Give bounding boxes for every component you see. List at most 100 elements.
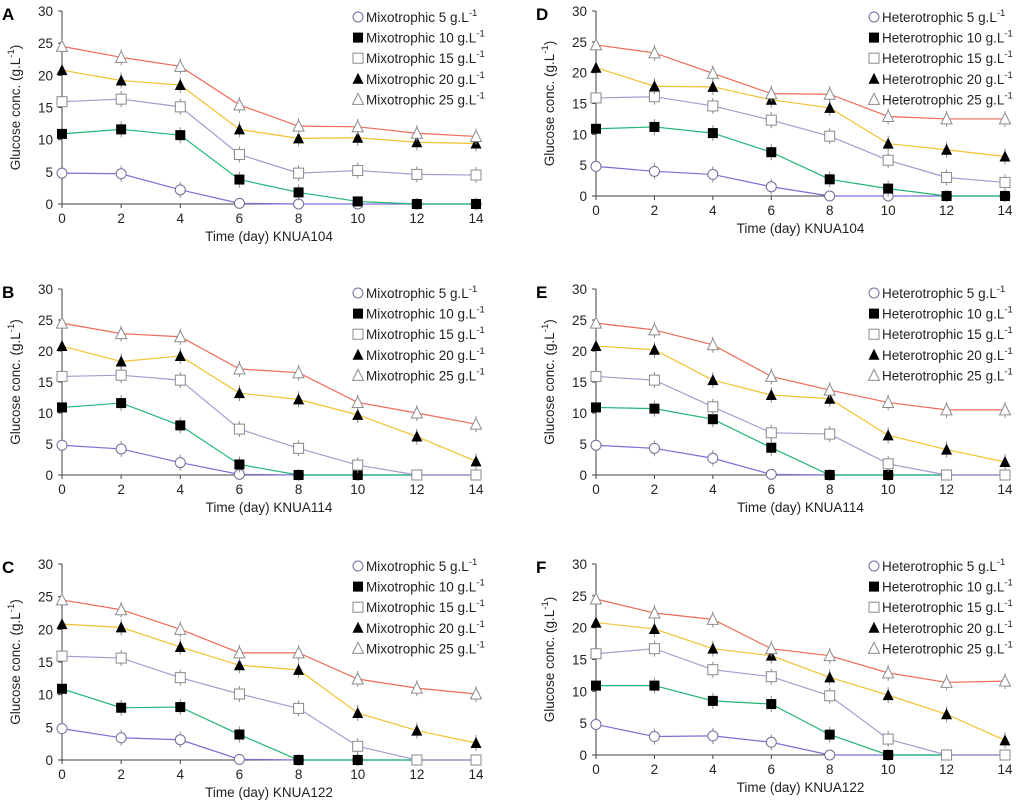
x-axis-label: Time (day) KNUA122 bbox=[737, 780, 865, 795]
y-tick-label: 25 bbox=[572, 313, 587, 328]
data-point bbox=[56, 64, 68, 76]
x-tick-label: 4 bbox=[177, 211, 185, 226]
data-point bbox=[56, 167, 68, 179]
legend-entry-unit: g.L bbox=[986, 92, 1005, 107]
legend-marker bbox=[352, 287, 364, 299]
data-point bbox=[999, 734, 1011, 746]
data-point bbox=[766, 442, 777, 453]
data-point bbox=[115, 93, 127, 105]
data-point bbox=[116, 398, 127, 409]
data-point bbox=[56, 439, 68, 451]
data-point bbox=[411, 168, 423, 180]
x-tick-label: 14 bbox=[468, 482, 484, 497]
legend-marker bbox=[867, 641, 881, 654]
data-point bbox=[351, 395, 365, 408]
series-4 bbox=[56, 618, 482, 752]
legend-entry: Heterotrophic 5 g.L-1 bbox=[882, 284, 1005, 301]
legend-entry: Heterotrophic 25 g.L-1 bbox=[882, 366, 1013, 383]
data-point bbox=[999, 455, 1011, 467]
x-tick-label: 10 bbox=[350, 767, 365, 782]
data-point bbox=[591, 123, 601, 134]
data-point bbox=[999, 469, 1011, 481]
x-tick-label: 4 bbox=[709, 482, 717, 497]
y-axis-label-exponent: -1 bbox=[6, 604, 17, 612]
data-point bbox=[293, 167, 305, 179]
legend-marker bbox=[869, 308, 879, 319]
series-line bbox=[61, 322, 477, 425]
x-tick-label: 10 bbox=[881, 203, 896, 218]
y-tick-label: 20 bbox=[572, 621, 587, 636]
y-axis-label-close: ) bbox=[8, 319, 23, 324]
data-point bbox=[765, 114, 777, 126]
legend-entry-exponent: -1 bbox=[1004, 366, 1012, 377]
data-point bbox=[174, 349, 186, 361]
data-point bbox=[233, 688, 245, 700]
series-line bbox=[595, 345, 1006, 463]
legend-entry: Mixotrophic 10 g.L-1 bbox=[366, 29, 485, 46]
data-point bbox=[591, 680, 601, 691]
legend-entry-name: Heterotrophic 10 bbox=[882, 31, 986, 46]
legend-marker bbox=[868, 11, 880, 23]
legend-entry-name: Mixotrophic 15 bbox=[366, 600, 458, 615]
series-5 bbox=[55, 315, 483, 433]
data-point bbox=[470, 754, 482, 766]
legend-entry-name: Heterotrophic 20 bbox=[882, 348, 986, 363]
legend-entry-name: Mixotrophic 20 bbox=[366, 348, 458, 363]
data-point bbox=[591, 402, 601, 413]
data-point bbox=[174, 734, 186, 746]
legend-entry-exponent: -1 bbox=[997, 8, 1005, 19]
legend-marker bbox=[351, 92, 365, 105]
legend-entry-name: Mixotrophic 10 bbox=[366, 307, 458, 322]
data-point bbox=[469, 686, 483, 700]
legend-marker bbox=[869, 32, 879, 43]
data-point bbox=[648, 731, 660, 743]
data-point bbox=[764, 369, 778, 382]
legend-entry-exponent: -1 bbox=[476, 49, 484, 60]
data-point bbox=[411, 199, 422, 209]
y-tick-label: 10 bbox=[572, 684, 587, 699]
data-point bbox=[589, 37, 603, 51]
data-point bbox=[998, 674, 1012, 687]
legend-marker bbox=[352, 328, 364, 340]
series-line bbox=[595, 621, 1006, 741]
legend-entry: Heterotrophic 5 g.L-1 bbox=[882, 8, 1005, 25]
y-tick-label: 5 bbox=[579, 437, 587, 452]
legend-entry-name: Heterotrophic 25 bbox=[882, 92, 986, 107]
data-point bbox=[411, 430, 423, 442]
chart-panel-e: E 0 5 10 15 20 25 30 0 2 4 6 8 10 12 14 Time (day) KNUA1… bbox=[536, 282, 1013, 515]
legend-entry-name: Heterotrophic 10 bbox=[882, 580, 986, 595]
series-5 bbox=[589, 315, 1012, 418]
data-point bbox=[352, 131, 364, 143]
y-axis-label-text: Glucose conc. (g.L bbox=[8, 57, 23, 170]
legend-entry: Mixotrophic 5 g.L-1 bbox=[366, 8, 477, 25]
data-point bbox=[706, 337, 720, 351]
y-axis-label-close: ) bbox=[8, 45, 23, 50]
series-line bbox=[61, 45, 477, 138]
data-point bbox=[233, 753, 245, 765]
legend-marker bbox=[869, 581, 879, 592]
x-tick-label: 12 bbox=[939, 482, 954, 497]
data-point bbox=[56, 340, 68, 352]
legend-entry-exponent: -1 bbox=[476, 619, 484, 630]
data-point bbox=[115, 74, 127, 86]
y-tick-label: 25 bbox=[572, 35, 587, 50]
legend-entry-exponent: -1 bbox=[469, 284, 477, 295]
data-point bbox=[823, 648, 837, 662]
data-point bbox=[174, 457, 186, 469]
data-point bbox=[411, 754, 423, 766]
legend-entry-unit: g.L bbox=[458, 580, 477, 595]
y-tick-label: 0 bbox=[45, 468, 53, 483]
y-axis-label-exponent: -1 bbox=[540, 324, 551, 332]
legend-entry-name: Mixotrophic 15 bbox=[366, 51, 458, 66]
data-point bbox=[648, 622, 660, 634]
x-tick-label: 2 bbox=[117, 211, 125, 226]
legend-entry-unit: g.L bbox=[458, 327, 477, 342]
data-point bbox=[233, 387, 245, 399]
y-axis-label: Glucose conc. (g.L-1) bbox=[540, 41, 557, 167]
data-point bbox=[590, 160, 602, 172]
data-point bbox=[470, 169, 482, 181]
x-tick-label: 14 bbox=[997, 482, 1013, 497]
legend-entry-exponent: -1 bbox=[1004, 29, 1012, 40]
data-point bbox=[707, 100, 719, 112]
